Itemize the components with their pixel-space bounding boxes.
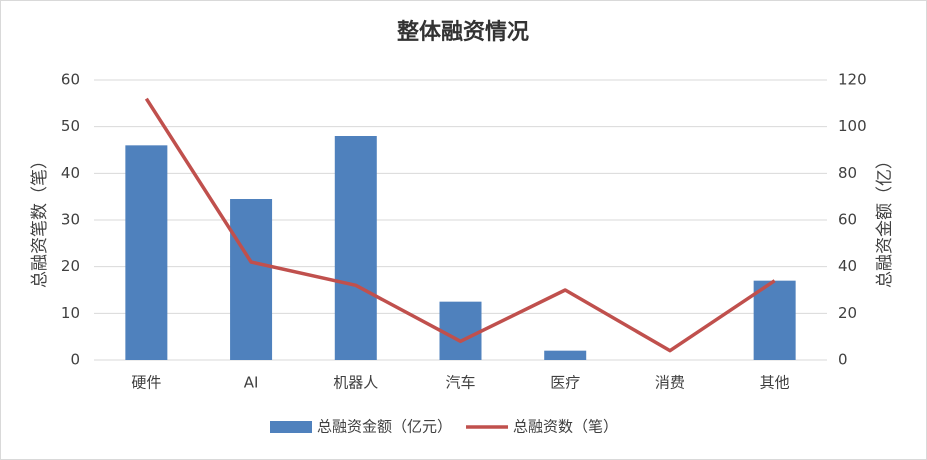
legend-swatch xyxy=(270,421,312,433)
x-tick-label: 消费 xyxy=(655,374,685,392)
bar xyxy=(334,136,377,360)
bar xyxy=(753,280,796,360)
x-tick-label: 机器人 xyxy=(333,374,378,392)
y-tick-label: 10 xyxy=(61,304,80,322)
y-tick-label: 50 xyxy=(61,117,80,135)
y-tick-label: 20 xyxy=(61,257,80,275)
y2-tick-label: 0 xyxy=(838,351,848,369)
legend-label: 总融资金额（亿元） xyxy=(317,418,452,436)
legend-label: 总融资数（笔） xyxy=(513,418,618,436)
y2-tick-label: 60 xyxy=(838,211,857,229)
y2-tick-label: 120 xyxy=(838,71,867,89)
y2-tick-label: 80 xyxy=(838,164,857,182)
y-tick-label: 30 xyxy=(61,211,80,229)
x-tick-label: 汽车 xyxy=(445,374,475,392)
y-tick-label: 60 xyxy=(61,71,80,89)
line xyxy=(144,97,776,353)
y2-tick-label: 100 xyxy=(838,117,867,135)
x-tick-label: 其他 xyxy=(760,374,790,392)
y-axis-title: 总融资笔数（笔） xyxy=(30,152,50,288)
x-tick-label: 医疗 xyxy=(550,374,580,392)
y2-axis-title: 总融资金额（亿） xyxy=(875,152,895,288)
y2-tick-label: 20 xyxy=(838,304,857,322)
y-tick-label: 0 xyxy=(70,351,80,369)
y2-tick-label: 40 xyxy=(838,257,857,275)
bar xyxy=(544,350,587,360)
x-tick-label: AI xyxy=(244,374,259,392)
x-tick-label: 硬件 xyxy=(131,374,161,392)
bar xyxy=(230,199,273,360)
bar xyxy=(125,145,168,360)
y-tick-label: 40 xyxy=(61,164,80,182)
bar xyxy=(439,301,482,360)
chart-title: 整体融资情况 xyxy=(397,19,529,45)
